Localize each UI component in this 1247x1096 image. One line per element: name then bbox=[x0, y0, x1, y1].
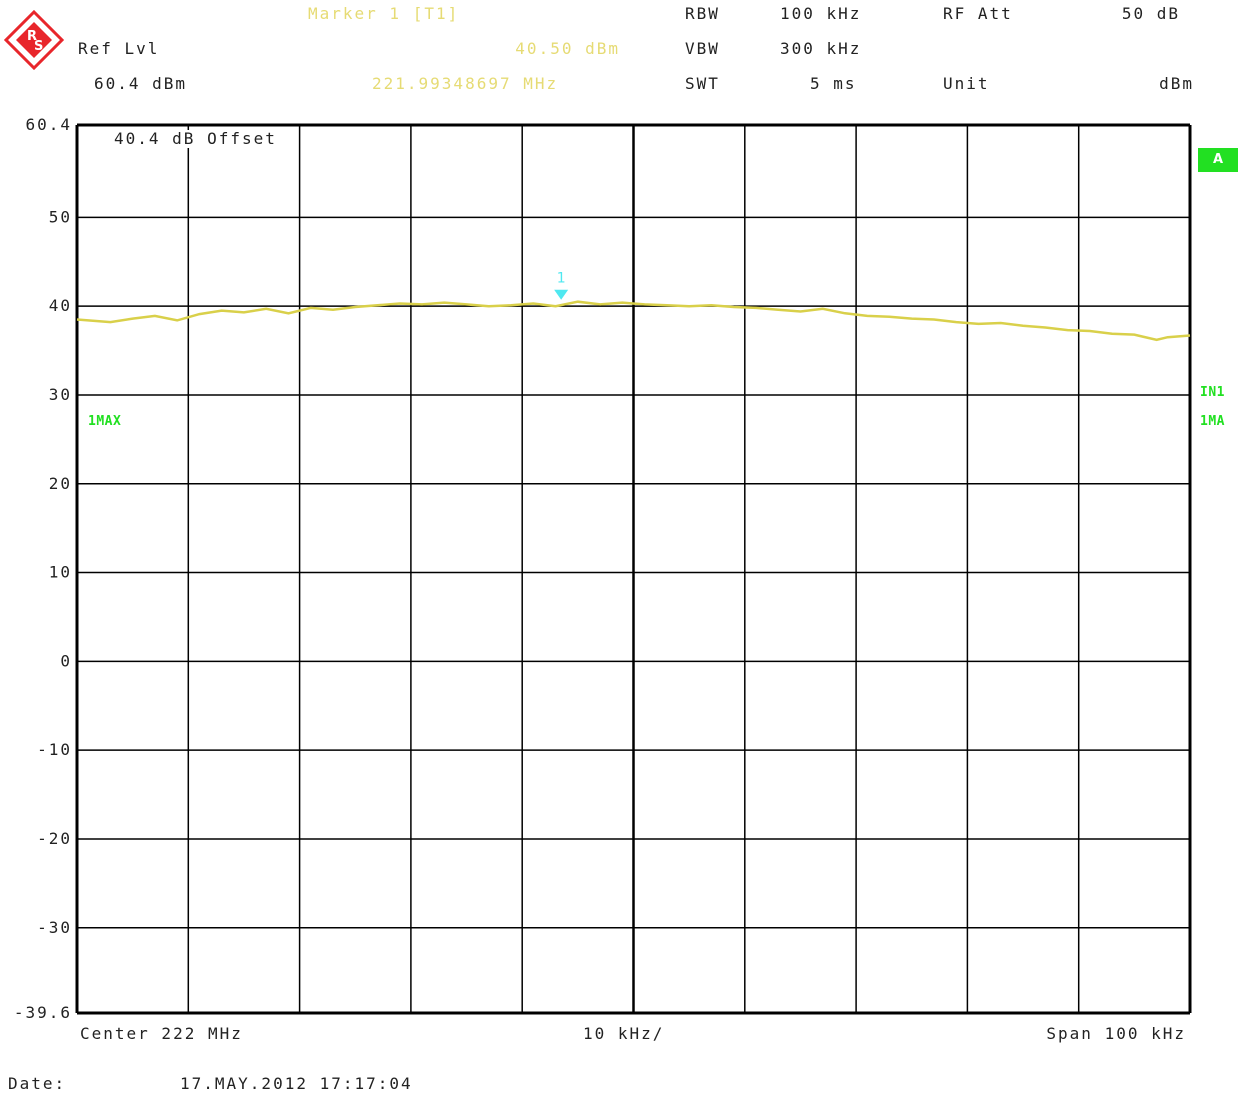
grid bbox=[75, 123, 1192, 1015]
y-tick-label: -39.6 bbox=[14, 1003, 72, 1022]
unit-value: dBm bbox=[1159, 74, 1194, 93]
rf-att-label: RF Att bbox=[943, 4, 1013, 23]
date-value: 17.MAY.2012 17:17:04 bbox=[180, 1074, 413, 1093]
input-label: IN1 bbox=[1200, 385, 1225, 400]
y-tick-label: 30 bbox=[49, 385, 72, 404]
marker-triangle bbox=[554, 289, 569, 300]
swt-label: SWT bbox=[685, 74, 720, 93]
y-tick-label: -10 bbox=[37, 740, 72, 759]
marker-level: 40.50 dBm bbox=[515, 39, 620, 58]
marker-1: 1 bbox=[554, 271, 569, 300]
ref-level-value: 60.4 dBm bbox=[94, 74, 188, 93]
division-width: 10 kHz/ bbox=[583, 1024, 665, 1043]
date-label: Date: bbox=[8, 1074, 67, 1093]
marker-frequency: 221.99348697 MHz bbox=[372, 74, 559, 93]
y-tick-label: 10 bbox=[49, 563, 72, 582]
rohde-schwarz-logo: R S bbox=[4, 10, 64, 70]
swt-value: 5 ms bbox=[810, 74, 857, 93]
y-tick-label: 0 bbox=[60, 651, 72, 670]
y-tick-label: 20 bbox=[49, 474, 72, 493]
y-tick-labels: 60.4 50 40 30 20 10 0 -10 -20 -30 -39.6 bbox=[14, 115, 72, 1022]
span-value: Span 100 kHz bbox=[1046, 1024, 1186, 1043]
vbw-label: VBW bbox=[685, 39, 720, 58]
y-tick-label: 50 bbox=[49, 207, 72, 226]
y-tick-label: -30 bbox=[37, 918, 72, 937]
rbw-value: 100 kHz bbox=[780, 4, 862, 23]
ref-level-label: Ref Lvl bbox=[78, 39, 160, 58]
marker-label: 1 bbox=[557, 271, 566, 287]
marker-title: Marker 1 [T1] bbox=[308, 4, 460, 23]
unit-label: Unit bbox=[943, 74, 990, 93]
y-tick-label: -20 bbox=[37, 829, 72, 848]
svg-text:R: R bbox=[27, 29, 37, 44]
trace-a-badge: A bbox=[1198, 148, 1238, 172]
trace-line bbox=[76, 300, 1191, 342]
offset-label: 40.4 dB Offset bbox=[110, 130, 281, 148]
trace-label-1max: 1MAX bbox=[88, 414, 122, 429]
vbw-value: 300 kHz bbox=[780, 39, 862, 58]
svg-text:S: S bbox=[34, 39, 43, 54]
trace-label-right: 1MA bbox=[1200, 414, 1225, 429]
rf-att-value: 50 dB bbox=[1121, 4, 1180, 23]
y-tick-label: 40 bbox=[49, 296, 72, 315]
rbw-label: RBW bbox=[685, 4, 720, 23]
center-frequency: Center 222 MHz bbox=[80, 1024, 243, 1043]
y-tick-label: 60.4 bbox=[25, 115, 72, 134]
